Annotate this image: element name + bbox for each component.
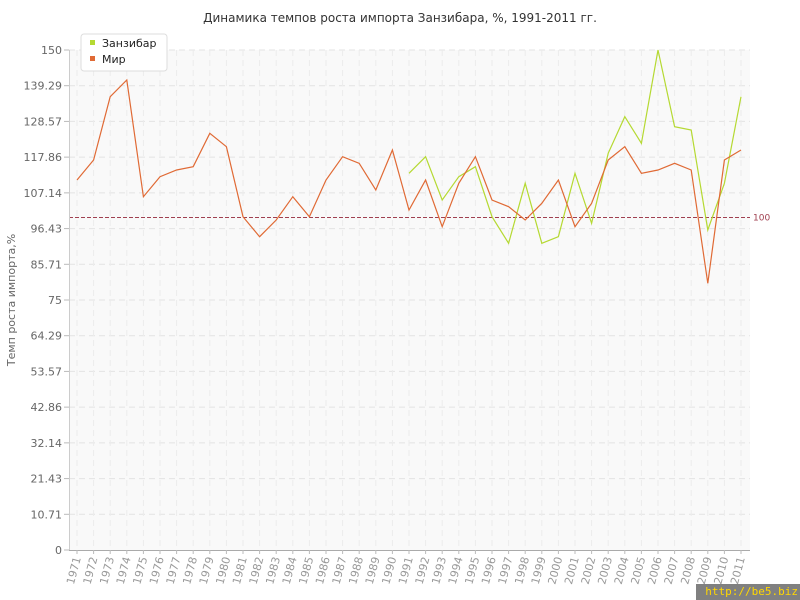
y-tick-label: 32.14: [31, 437, 63, 450]
y-tick-label: 64.29: [31, 330, 63, 343]
series-line-world: [76, 78, 742, 284]
x-tick-label: 2011: [728, 555, 748, 585]
y-tick-label: 139.29: [24, 80, 63, 93]
y-tick-label: 96.43: [31, 223, 63, 236]
y-tick-label: 42.86: [31, 401, 63, 414]
series-lines: [76, 49, 742, 284]
y-tick-label: 128.57: [24, 115, 63, 128]
y-tick-label: 107.14: [24, 187, 63, 200]
y-tick-label: 21.43: [31, 473, 63, 486]
legend-item-world: Мир: [102, 53, 126, 66]
legend-swatch-zanzibar: [90, 40, 95, 45]
x-tick-labels: 1971197219731974197519761977197819791980…: [64, 550, 748, 586]
y-tick-label: 0: [55, 544, 62, 557]
grid-lines: [69, 49, 750, 550]
reference-line-label: 100: [753, 214, 770, 224]
y-tick-label: 117.86: [24, 151, 63, 164]
legend-item-zanzibar: Занзибар: [102, 37, 157, 50]
y-tick-labels: 0 10.71 21.43 32.14 42.86 53.57 64.29 75 85.71 96…: [24, 44, 69, 557]
y-axis-label: Темп роста импорта,%: [5, 234, 18, 367]
chart-title: Динамика темпов роста импорта Занзибара,…: [203, 11, 597, 25]
y-tick-label: 10.71: [31, 508, 63, 521]
legend-swatch-world: [90, 56, 95, 61]
y-tick-label: 85.71: [31, 258, 63, 271]
y-tick-label: 150: [41, 44, 62, 57]
legend: Занзибар Мир: [80, 33, 168, 72]
y-tick-label: 75: [48, 294, 62, 307]
y-tick-label: 53.57: [31, 365, 63, 378]
legend-box: [80, 33, 168, 72]
watermark: http://be5.biz: [696, 584, 800, 600]
